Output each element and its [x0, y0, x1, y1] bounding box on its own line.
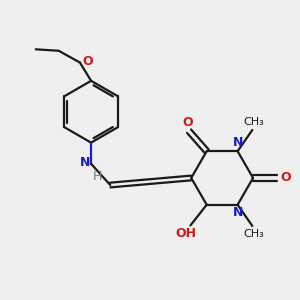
Text: O: O: [182, 116, 193, 129]
Text: N: N: [80, 156, 90, 169]
Text: O: O: [281, 172, 291, 184]
Text: CH₃: CH₃: [243, 117, 264, 127]
Text: N: N: [232, 136, 243, 149]
Text: H: H: [92, 170, 102, 183]
Text: CH₃: CH₃: [243, 229, 264, 239]
Text: O: O: [82, 55, 93, 68]
Text: OH: OH: [176, 227, 197, 240]
Text: N: N: [232, 206, 243, 220]
